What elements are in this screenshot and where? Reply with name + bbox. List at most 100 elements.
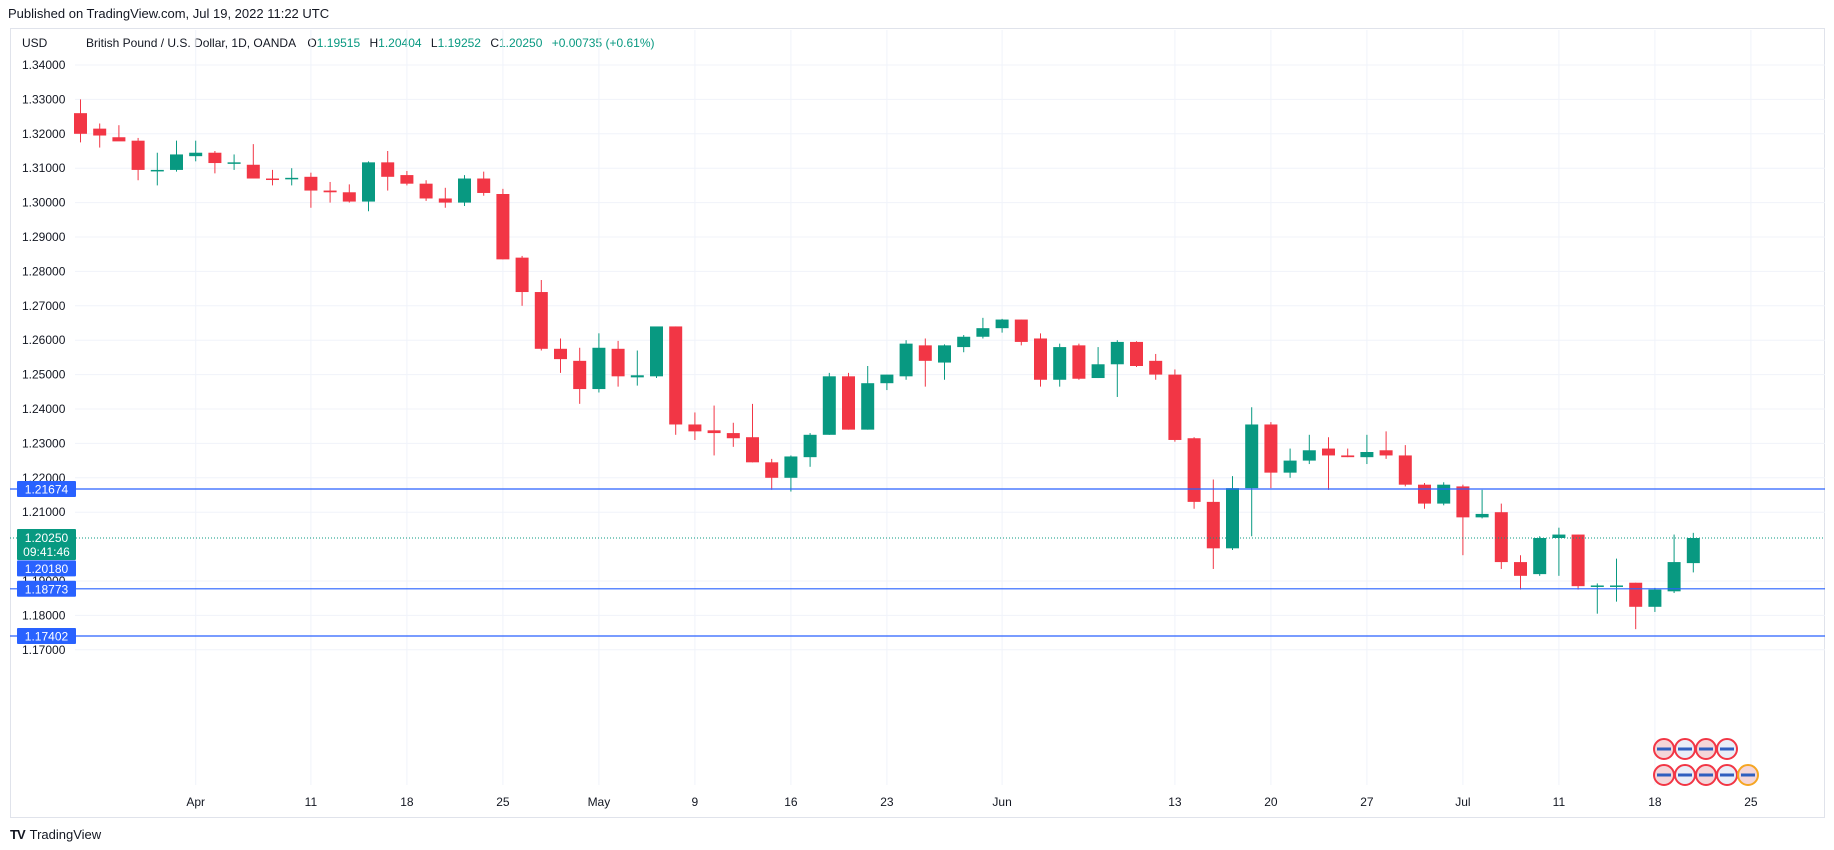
candle-down: [1418, 484, 1431, 504]
candle-down: [726, 433, 740, 439]
candle-up: [1245, 424, 1259, 489]
event-flag-icon[interactable]: [1653, 764, 1675, 786]
candle-down: [534, 292, 548, 349]
low-key: L: [430, 36, 438, 50]
candle-down: [1456, 486, 1470, 518]
candle-down: [131, 140, 145, 170]
candle-down: [1168, 374, 1182, 440]
candle-up: [822, 376, 836, 435]
y-tick-label: 1.28000: [22, 264, 66, 278]
event-flag-icon[interactable]: [1716, 738, 1738, 760]
candle-down: [1264, 424, 1278, 473]
candle-down: [918, 345, 932, 361]
chart-frame: [10, 28, 1825, 818]
candle-up: [880, 374, 894, 384]
candle-up: [458, 178, 471, 203]
candle-down: [1322, 448, 1335, 456]
candle-up: [899, 343, 913, 377]
candle-down: [1398, 455, 1412, 485]
candle-up: [1110, 341, 1124, 365]
y-tick-label: 1.29000: [22, 230, 66, 244]
candle-up: [1283, 460, 1297, 473]
x-tick-label: 25: [1744, 795, 1758, 809]
prev-close-label: 1.20180: [25, 562, 69, 576]
x-tick-label: 27: [1360, 795, 1374, 809]
candle-up: [592, 347, 606, 390]
candle-up: [1475, 513, 1489, 518]
x-tick-label: May: [588, 795, 611, 809]
candle-up: [1667, 562, 1681, 592]
candle-up: [1648, 589, 1662, 607]
candle-up: [1226, 488, 1239, 549]
candle-up: [1590, 585, 1604, 587]
candle-down: [438, 198, 452, 203]
candle-up: [630, 375, 644, 378]
footer-brand[interactable]: TradingView: [29, 827, 102, 842]
hline-price-tag: [17, 627, 76, 644]
candle-down: [1571, 534, 1585, 587]
event-flag-icon[interactable]: [1653, 738, 1675, 760]
x-tick-label: 18: [1648, 795, 1662, 809]
symbol-legend: British Pound / U.S. Dollar, 1D, OANDA O…: [86, 36, 660, 50]
candle-down: [707, 430, 721, 434]
y-tick-label: 1.34000: [22, 58, 66, 72]
candle-down: [842, 376, 855, 430]
candle-down: [1206, 501, 1220, 549]
symbol-name[interactable]: British Pound / U.S. Dollar, 1D, OANDA: [86, 36, 297, 50]
y-tick-label: 1.31000: [22, 161, 66, 175]
x-tick-label: 18: [400, 795, 414, 809]
x-tick-label: 25: [496, 795, 510, 809]
candle-up: [1053, 347, 1067, 380]
candle-down: [208, 152, 222, 164]
current-price-tag: [17, 529, 76, 560]
candle-up: [803, 434, 817, 458]
candle-down: [1379, 450, 1393, 456]
candle-down: [419, 183, 433, 199]
footer: TV TradingView: [10, 827, 101, 842]
candle-up: [227, 162, 241, 164]
y-tick-label: 1.30000: [22, 196, 66, 210]
y-tick-label: 1.17000: [22, 643, 66, 657]
candle-down: [496, 194, 510, 260]
x-tick-label: 11: [1553, 795, 1566, 809]
event-flag-icon[interactable]: [1674, 764, 1696, 786]
event-flag-icon[interactable]: [1695, 764, 1717, 786]
candle-up: [150, 169, 164, 172]
candle-down: [573, 360, 587, 390]
y-tick-label: 1.23000: [22, 436, 66, 450]
candle-up: [1552, 534, 1566, 538]
candle-down: [477, 178, 491, 193]
hline-price-label: 1.18773: [25, 582, 69, 596]
tradingview-logo-icon[interactable]: TV: [10, 827, 26, 842]
event-flag-icon[interactable]: [1674, 738, 1696, 760]
candle-down: [1034, 338, 1047, 380]
candle-down: [688, 424, 702, 432]
candle-down: [1514, 562, 1527, 576]
event-flag-icon[interactable]: [1695, 738, 1717, 760]
candle-down: [112, 137, 126, 142]
low-value: 1.19252: [437, 36, 481, 50]
event-flag-icon[interactable]: [1737, 764, 1759, 786]
candle-down: [669, 326, 683, 425]
candle-up: [784, 456, 798, 478]
x-tick-label: 20: [1264, 795, 1278, 809]
open-key: O: [307, 36, 317, 50]
candle-down: [554, 348, 567, 360]
event-flag-icon[interactable]: [1716, 764, 1738, 786]
hline-price-tag: [17, 580, 76, 597]
high-value: 1.20404: [378, 36, 422, 50]
x-tick-label: 23: [880, 795, 894, 809]
candle-up: [957, 336, 971, 348]
close-value: 1.20250: [499, 36, 543, 50]
candle-down: [1130, 341, 1143, 366]
currency-label: USD: [22, 36, 48, 50]
y-tick-label: 1.21000: [22, 505, 66, 519]
y-tick-label: 1.33000: [22, 92, 66, 106]
close-key: C: [490, 36, 499, 50]
x-tick-label: 13: [1168, 795, 1182, 809]
candle-down: [1494, 512, 1508, 563]
y-tick-label: 1.26000: [22, 333, 66, 347]
candle-up: [362, 162, 375, 202]
x-tick-label: 16: [784, 795, 798, 809]
